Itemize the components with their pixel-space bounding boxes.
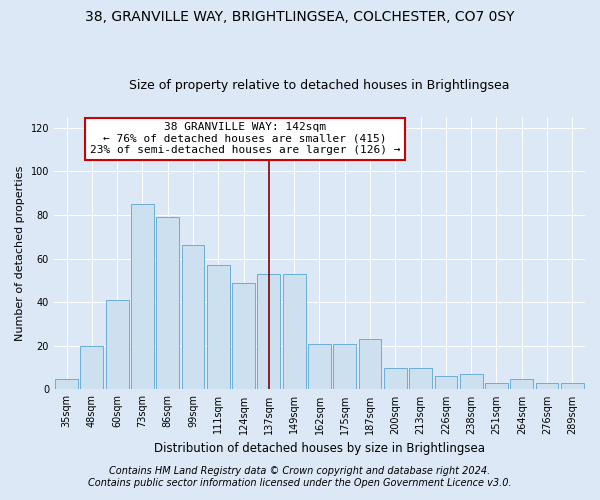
- Bar: [536, 383, 559, 390]
- Y-axis label: Number of detached properties: Number of detached properties: [15, 166, 25, 341]
- Bar: [283, 274, 305, 390]
- Bar: [359, 340, 382, 390]
- Bar: [561, 383, 584, 390]
- Bar: [80, 346, 103, 390]
- Bar: [257, 274, 280, 390]
- Bar: [460, 374, 482, 390]
- X-axis label: Distribution of detached houses by size in Brightlingsea: Distribution of detached houses by size …: [154, 442, 485, 455]
- Text: 38 GRANVILLE WAY: 142sqm
← 76% of detached houses are smaller (415)
23% of semi-: 38 GRANVILLE WAY: 142sqm ← 76% of detach…: [90, 122, 400, 156]
- Bar: [384, 368, 407, 390]
- Title: Size of property relative to detached houses in Brightlingsea: Size of property relative to detached ho…: [129, 79, 510, 92]
- Bar: [182, 246, 205, 390]
- Bar: [511, 378, 533, 390]
- Bar: [157, 217, 179, 390]
- Bar: [232, 282, 255, 390]
- Text: 38, GRANVILLE WAY, BRIGHTLINGSEA, COLCHESTER, CO7 0SY: 38, GRANVILLE WAY, BRIGHTLINGSEA, COLCHE…: [85, 10, 515, 24]
- Bar: [334, 344, 356, 390]
- Bar: [106, 300, 128, 390]
- Bar: [409, 368, 432, 390]
- Bar: [485, 383, 508, 390]
- Bar: [131, 204, 154, 390]
- Bar: [207, 265, 230, 390]
- Text: Contains HM Land Registry data © Crown copyright and database right 2024.
Contai: Contains HM Land Registry data © Crown c…: [88, 466, 512, 487]
- Bar: [308, 344, 331, 390]
- Bar: [55, 378, 78, 390]
- Bar: [434, 376, 457, 390]
